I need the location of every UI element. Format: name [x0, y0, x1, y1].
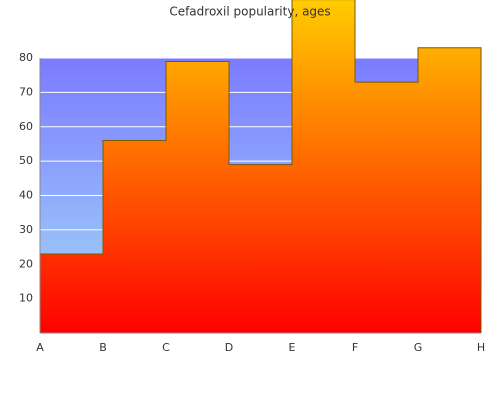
y-tick-label: 10: [19, 292, 33, 305]
y-tick-label: 40: [19, 189, 33, 202]
step-area-segment: [292, 0, 355, 333]
x-tick-label: E: [289, 341, 296, 354]
step-area-segment: [103, 140, 166, 333]
y-tick-label: 70: [19, 85, 33, 98]
y-tick-label: 50: [19, 154, 33, 167]
step-area-segment: [418, 47, 481, 333]
x-tick-label: B: [99, 341, 107, 354]
y-tick-label: 30: [19, 223, 33, 236]
step-area-segment: [355, 82, 418, 333]
step-area-segment: [229, 164, 292, 333]
y-tick-label: 20: [19, 257, 33, 270]
x-tick-label: A: [36, 341, 44, 354]
x-tick-label: C: [162, 341, 170, 354]
step-area-segment: [166, 61, 229, 333]
y-tick-label: 60: [19, 120, 33, 133]
x-tick-label: H: [477, 341, 485, 354]
step-area-segment: [40, 253, 103, 333]
chart-title: Cefadroxil popularity, ages: [169, 5, 330, 19]
x-tick-label: F: [352, 341, 358, 354]
x-tick-label: G: [414, 341, 423, 354]
x-tick-label: D: [225, 341, 233, 354]
y-tick-label: 80: [19, 51, 33, 64]
step-line: [39, 0, 482, 333]
